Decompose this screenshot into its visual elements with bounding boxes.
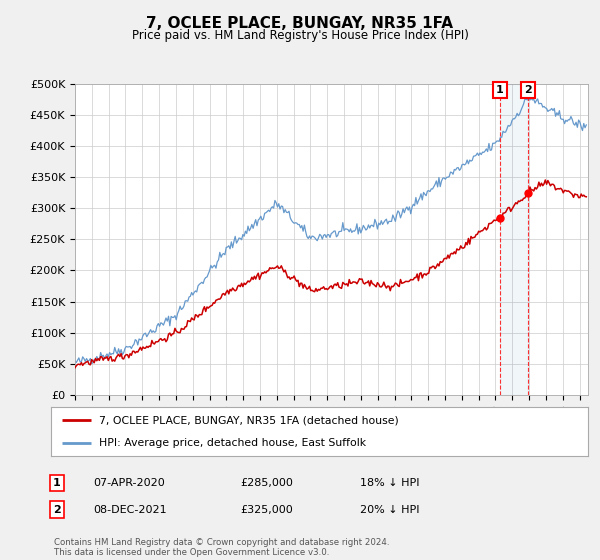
- Text: 2: 2: [524, 85, 532, 95]
- Text: 20% ↓ HPI: 20% ↓ HPI: [360, 505, 419, 515]
- Text: Price paid vs. HM Land Registry's House Price Index (HPI): Price paid vs. HM Land Registry's House …: [131, 29, 469, 42]
- Text: 1: 1: [53, 478, 61, 488]
- Text: 18% ↓ HPI: 18% ↓ HPI: [360, 478, 419, 488]
- Text: 08-DEC-2021: 08-DEC-2021: [93, 505, 167, 515]
- Text: HPI: Average price, detached house, East Suffolk: HPI: Average price, detached house, East…: [100, 438, 367, 448]
- Bar: [500, 84, 528, 395]
- Text: 07-APR-2020: 07-APR-2020: [93, 478, 165, 488]
- Text: Contains HM Land Registry data © Crown copyright and database right 2024.
This d: Contains HM Land Registry data © Crown c…: [54, 538, 389, 557]
- Text: 7, OCLEE PLACE, BUNGAY, NR35 1FA (detached house): 7, OCLEE PLACE, BUNGAY, NR35 1FA (detach…: [100, 416, 399, 426]
- Text: 1: 1: [496, 85, 504, 95]
- Text: 7, OCLEE PLACE, BUNGAY, NR35 1FA: 7, OCLEE PLACE, BUNGAY, NR35 1FA: [146, 16, 454, 31]
- Text: £325,000: £325,000: [240, 505, 293, 515]
- Text: £285,000: £285,000: [240, 478, 293, 488]
- Text: 2: 2: [53, 505, 61, 515]
